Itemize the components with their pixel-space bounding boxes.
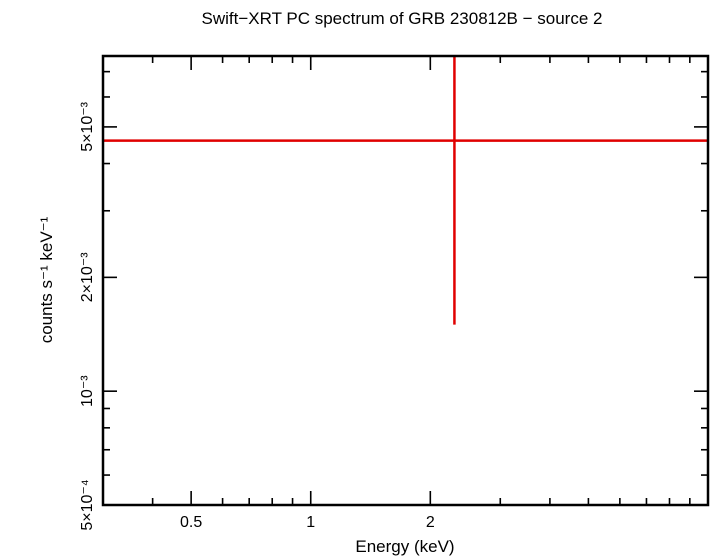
chart-title: Swift−XRT PC spectrum of GRB 230812B − s…: [202, 9, 603, 28]
data-layer: [103, 56, 708, 325]
x-axis-label: Energy (keV): [355, 537, 454, 556]
y-axis-label: counts s⁻¹ keV⁻¹: [37, 216, 56, 343]
x-tick-label: 0.5: [180, 514, 202, 531]
x-tick-label: 2: [426, 514, 435, 531]
y-tick-label: 5×10⁻³: [79, 101, 96, 151]
plot-frame: [101, 54, 710, 507]
y-tick-label: 5×10⁻⁴: [79, 479, 96, 530]
tick-labels: 0.5 1 2 5×10⁻⁴ 10⁻³ 2×10⁻³ 5×10⁻³: [79, 101, 435, 531]
y-tick-label: 2×10⁻³: [79, 252, 96, 302]
axis-ticks: [102, 56, 709, 506]
y-tick-label: 10⁻³: [79, 375, 96, 407]
x-tick-label: 1: [306, 514, 315, 531]
